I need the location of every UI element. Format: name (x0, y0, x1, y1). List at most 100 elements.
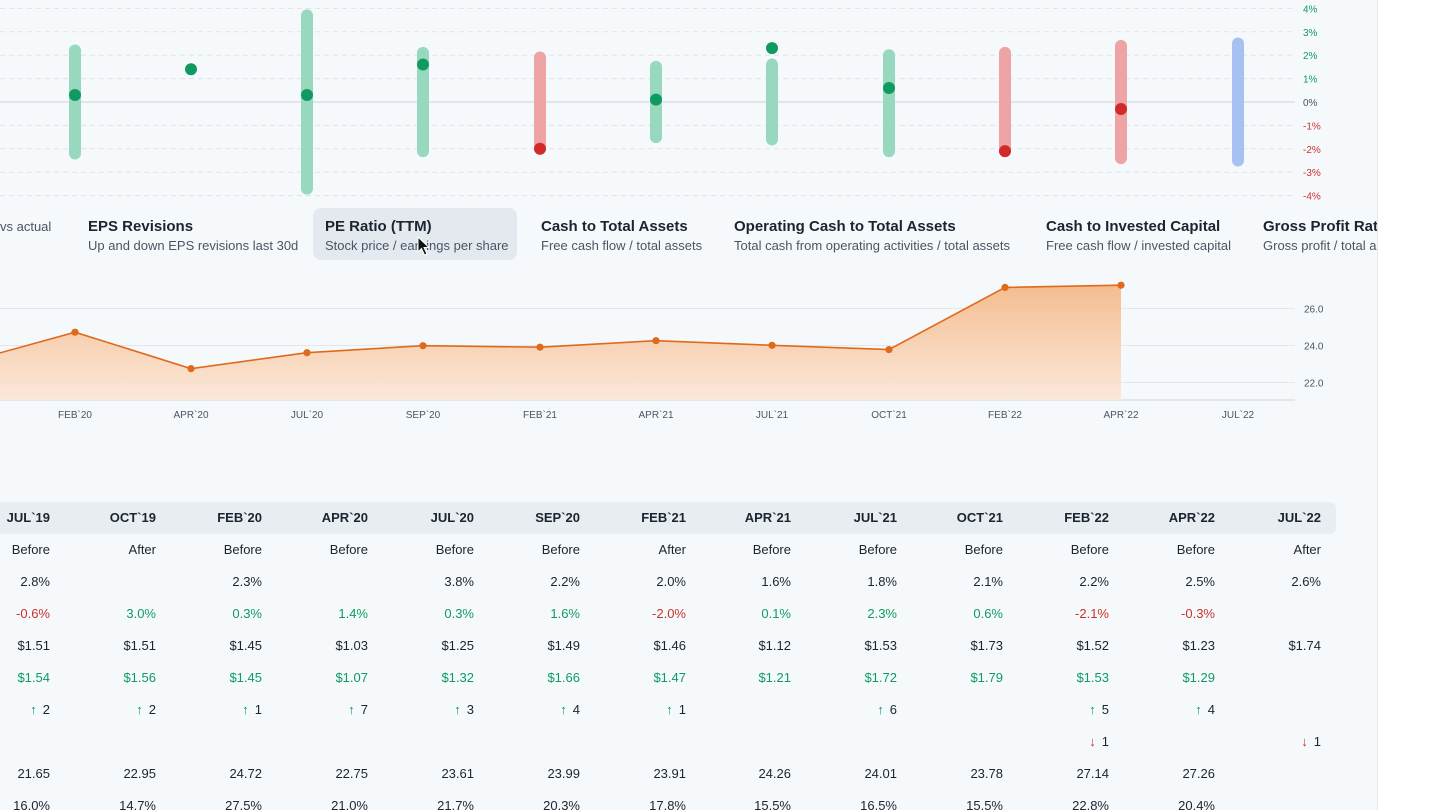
metric-pe-ratio[interactable]: PE Ratio (TTM) Stock price / earnings pe… (313, 208, 517, 260)
arrow-up-icon: ↑ (136, 702, 143, 717)
revision-dot (883, 81, 895, 94)
revisions-up-cell: ↑ 4 (1115, 702, 1215, 718)
column-header: JUL`20 (430, 510, 474, 525)
margin-cell: 16.5% (860, 798, 897, 810)
change-cell: 1.6% (550, 606, 580, 621)
x-tick-label: FEB`21 (523, 409, 557, 421)
pe-cell: 23.99 (547, 766, 580, 781)
x-tick-label: JUL`21 (756, 409, 789, 421)
actual-cell: $1.21 (758, 670, 791, 685)
margin-cell: 15.5% (966, 798, 1003, 810)
revision-dot (650, 93, 662, 106)
estimate-cell: $1.53 (864, 638, 897, 653)
revision-count: 5 (1101, 702, 1109, 717)
change-cell: -2.0% (652, 606, 686, 621)
arrow-down-icon: ↓ (1089, 734, 1096, 749)
revision-dot (185, 63, 197, 76)
y-tick-label: 3% (1303, 28, 1318, 39)
metric-cash-to-invested-capital[interactable]: Cash to Invested Capital Free cash flow … (1034, 208, 1243, 260)
pe-point (71, 328, 79, 336)
arrow-down-icon: ↓ (1301, 734, 1308, 749)
revision-count: 3 (466, 702, 474, 717)
metric-cash-to-total-assets[interactable]: Cash to Total Assets Free cash flow / to… (529, 208, 714, 260)
estimate-cell: $1.45 (229, 638, 262, 653)
y-tick-label: 24.0 (1304, 342, 1324, 353)
pe-cell: 23.78 (970, 766, 1003, 781)
metric-subtitle: Up and down EPS revisions last 30d (88, 238, 299, 253)
revision-count: 1 (1313, 734, 1321, 749)
metric-title: Operating Cash to Total Assets (734, 218, 956, 235)
change-cell: 2.3% (867, 606, 897, 621)
timing-cell: Before (752, 542, 791, 557)
metric-subtitle: Stock price / earnings per share (325, 238, 509, 253)
revisions-up-cell: ↑ 1 (586, 702, 686, 718)
revisions-up-cell: ↑ 4 (480, 702, 580, 718)
metric-subtitle: Gross profit / total a (1263, 238, 1377, 253)
revisions-down-cell: ↓ 1 (1009, 734, 1109, 750)
y-tick-label: 22.0 (1304, 379, 1324, 390)
actual-cell: $1.53 (1076, 670, 1109, 685)
pe-cell: 23.61 (441, 766, 474, 781)
metric-eps-vs-actual[interactable]: vs actual (0, 208, 63, 260)
pct-cell: 3.8% (444, 574, 474, 589)
revision-count: 7 (360, 702, 368, 717)
column-header: SEP`20 (535, 510, 580, 525)
change-cell: 3.0% (126, 606, 156, 621)
column-header: JUL`19 (6, 510, 50, 525)
margin-cell: 15.5% (754, 798, 791, 810)
pct-cell: 2.0% (656, 574, 686, 589)
column-header: FEB`21 (641, 510, 686, 525)
arrow-up-icon: ↑ (560, 702, 567, 717)
pe-area-fill (0, 285, 1121, 400)
pe-cell: 21.65 (17, 766, 50, 781)
pe-point (303, 349, 311, 357)
estimate-cell: $1.25 (441, 638, 474, 653)
x-tick-label: FEB`20 (58, 409, 92, 421)
estimate-cell: $1.51 (123, 638, 156, 653)
y-tick-label: -2% (1303, 145, 1321, 156)
revisions-up-cell: ↑ 6 (797, 702, 897, 718)
margin-cell: 16.0% (13, 798, 50, 810)
arrow-up-icon: ↑ (30, 702, 37, 717)
revision-count: 2 (148, 702, 156, 717)
x-tick-label: JUL`22 (1222, 409, 1255, 421)
estimate-cell: $1.74 (1288, 638, 1321, 653)
actual-cell: $1.07 (335, 670, 368, 685)
pct-cell: 2.2% (550, 574, 580, 589)
revisions-up-cell: ↑ 2 (0, 702, 50, 718)
timing-cell: After (1293, 542, 1321, 557)
estimate-cell: $1.73 (970, 638, 1003, 653)
pe-point (1117, 281, 1125, 289)
actual-cell: $1.79 (970, 670, 1003, 685)
pe-cell: 22.95 (123, 766, 156, 781)
pe-point (419, 342, 427, 350)
pe-ratio-area-chart: 26.0 24.0 22.0 FEB`20 APR`20 JUL`20 SEP`20 FEB`… (0, 281, 1324, 421)
pe-point (652, 337, 660, 345)
timing-cell: Before (1070, 542, 1109, 557)
metric-title: Cash to Total Assets (541, 218, 688, 235)
metric-subtitle: Total cash from operating activities / t… (734, 238, 1011, 253)
change-cell: -0.3% (1181, 606, 1215, 621)
metric-selector: vs actual EPS Revisions Up and down EPS … (0, 200, 1377, 270)
metric-subtitle: Free cash flow / invested capital (1046, 238, 1231, 253)
x-tick-label: APR`21 (638, 409, 673, 421)
revisions-down-cell: ↓ 1 (1221, 734, 1321, 750)
timing-cell: After (658, 542, 686, 557)
pct-cell: 2.6% (1291, 574, 1321, 589)
timing-cell: Before (11, 542, 50, 557)
metric-gross-profit-ratio[interactable]: Gross Profit Ratio Gross profit / total … (1251, 208, 1377, 260)
pe-cell: 24.26 (758, 766, 791, 781)
pe-cell: 24.72 (229, 766, 262, 781)
column-header: FEB`20 (217, 510, 262, 525)
y-tick-label: 0% (1303, 98, 1318, 109)
metric-operating-cash-to-total-assets[interactable]: Operating Cash to Total Assets Total cas… (722, 208, 1022, 260)
margin-cell: 22.8% (1072, 798, 1109, 810)
margin-cell: 17.8% (649, 798, 686, 810)
pct-cell: 2.2% (1079, 574, 1109, 589)
metric-title: EPS Revisions (88, 218, 194, 235)
pct-cell: 2.5% (1185, 574, 1215, 589)
pe-point (187, 365, 195, 373)
revision-count: 4 (572, 702, 580, 717)
metric-eps-revisions[interactable]: EPS Revisions Up and down EPS revisions … (76, 208, 310, 260)
right-side-panel (1377, 0, 1440, 810)
